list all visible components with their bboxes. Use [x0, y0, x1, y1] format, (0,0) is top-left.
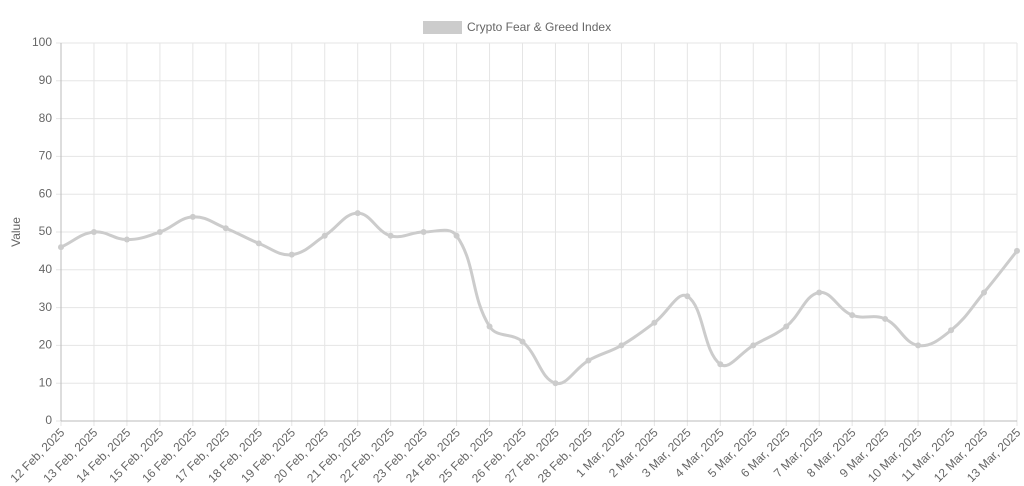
- point: [255, 240, 262, 247]
- point: [189, 213, 196, 220]
- legend-swatch[interactable]: [423, 21, 462, 34]
- point: [684, 293, 691, 300]
- point: [849, 312, 856, 319]
- legend-label[interactable]: Crypto Fear & Greed Index: [467, 20, 611, 34]
- y-tick-label: 30: [39, 300, 53, 314]
- point: [816, 289, 823, 296]
- y-tick-label: 60: [39, 186, 53, 200]
- point: [222, 225, 229, 232]
- point: [783, 323, 790, 330]
- y-tick-label: 40: [39, 262, 53, 276]
- y-tick-label: 20: [39, 338, 53, 352]
- y-tick-label: 70: [39, 149, 53, 163]
- point: [519, 338, 526, 345]
- point: [420, 229, 427, 235]
- point: [750, 342, 757, 349]
- y-tick-label: 0: [45, 413, 52, 427]
- y-tick-label: 50: [39, 224, 53, 238]
- y-tick-label: 90: [39, 73, 53, 87]
- point: [156, 229, 163, 235]
- point: [354, 210, 361, 217]
- point: [585, 357, 592, 364]
- point: [486, 323, 493, 330]
- point: [288, 251, 295, 258]
- line: [60, 211, 1019, 385]
- point: [981, 289, 988, 296]
- point: [123, 236, 130, 243]
- point: [321, 232, 328, 239]
- point: [717, 361, 724, 368]
- point: [387, 232, 394, 239]
- y-tick-label: 100: [32, 35, 52, 49]
- y-axis-title: Value: [9, 217, 23, 247]
- y-tick-label: 80: [39, 111, 53, 125]
- point: [915, 342, 922, 349]
- point: [90, 229, 97, 235]
- point: [1014, 247, 1020, 254]
- point: [453, 232, 460, 239]
- y-tick-label: 10: [39, 375, 53, 389]
- point: [58, 244, 64, 251]
- point: [552, 380, 559, 387]
- point: [882, 315, 889, 322]
- point: [651, 319, 658, 326]
- point: [618, 342, 625, 349]
- point: [948, 327, 955, 334]
